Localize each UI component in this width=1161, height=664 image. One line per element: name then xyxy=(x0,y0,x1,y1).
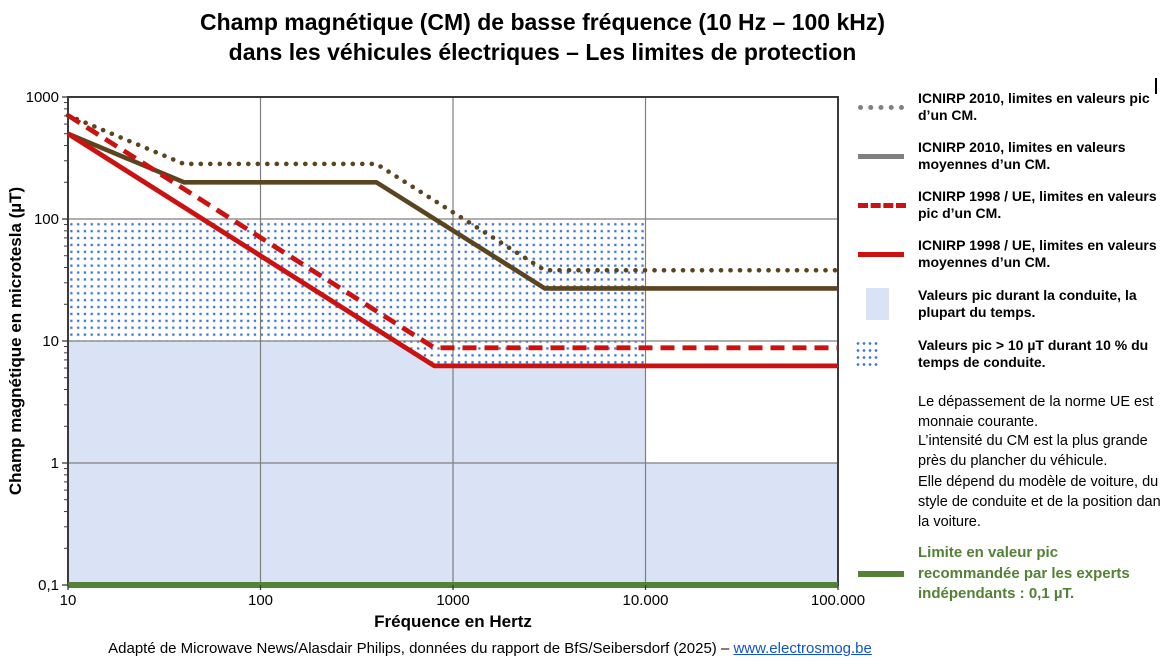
x-tick-label: 10 xyxy=(60,592,77,609)
legend-item-valeurs-pic: Valeurs pic durant la conduite, la plupa… xyxy=(852,285,1161,323)
legend-item-icnirp2010-moy: ICNIRP 2010, limites en valeurs moyennes… xyxy=(852,137,1161,175)
gray-dotted-line-icon xyxy=(858,104,904,110)
legend: ICNIRP 2010, limites en valeurs pic d’un… xyxy=(852,0,1161,664)
x-tick-label: 100 xyxy=(248,592,273,609)
axis-ticks xyxy=(62,96,839,590)
red-dashed-line-icon xyxy=(858,202,906,208)
red-solid-line-icon xyxy=(858,251,904,257)
chart-title-line1: Champ magnétique (CM) de basse fréquence… xyxy=(199,9,886,35)
source-caption: Adapté de Microwave News/Alasdair Philip… xyxy=(55,640,925,657)
series-line-0 xyxy=(65,113,841,273)
green-solid-line-icon xyxy=(858,571,904,577)
legend-label: ICNIRP 2010, limites en valeurs moyennes… xyxy=(918,138,1126,173)
legend-label: Valeurs pic durant la conduite, la plupa… xyxy=(918,286,1137,321)
note-dependance: Elle dépend du modèle de voiture, du sty… xyxy=(918,474,1161,530)
edge-artifact-line xyxy=(1155,78,1157,94)
x-axis-title: Fréquence en Hertz xyxy=(374,612,532,631)
region-valeurs-pic-sup-10uT-10pct xyxy=(68,219,646,366)
chart-title-line2: dans les véhicules électriques – Les lim… xyxy=(228,39,857,65)
series-line-2 xyxy=(66,113,838,351)
legend-item-icnirp1998-pic: ICNIRP 1998 / UE, limites en valeurs pic… xyxy=(852,186,1161,224)
light-blue-area-icon xyxy=(866,288,889,320)
note-intensite: L’intensité du CM est la plus grande prè… xyxy=(918,433,1148,469)
x-tick-label: 1000 xyxy=(436,592,469,609)
source-link[interactable]: www.electrosmog.be xyxy=(733,640,872,657)
note-depassement: Le dépassement de la norme UE est monnai… xyxy=(918,394,1154,430)
legend-item-recommendation: Limite en valeur pic recommandée par les… xyxy=(852,543,1161,605)
x-tick-label: 10.000 xyxy=(623,592,669,609)
source-text: Adapté de Microwave News/Alasdair Philip… xyxy=(108,640,734,657)
chart-title: Champ magnétique (CM) de basse fréquence… xyxy=(0,7,1085,67)
y-tick-label: 100 xyxy=(34,211,59,228)
gray-solid-line-icon xyxy=(858,153,904,159)
y-tick-label: 1000 xyxy=(26,89,59,106)
y-tick-label: 1 xyxy=(51,455,59,472)
recommendation-label: Limite en valeur pic recommandée par les… xyxy=(918,544,1130,603)
legend-label: Valeurs pic > 10 µT durant 10 % du temps… xyxy=(918,336,1149,371)
y-axis-title: Champ magnétique en microtesla (µT) xyxy=(6,186,25,496)
legend-label: ICNIRP 2010, limites en valeurs pic d’un… xyxy=(918,89,1150,124)
legend-item-icnirp1998-moy: ICNIRP 1998 / UE, limites en valeurs moy… xyxy=(852,235,1161,273)
y-tick-label: 10 xyxy=(42,333,59,350)
x-tick-label: 100.000 xyxy=(811,592,865,609)
blue-dotted-area-icon xyxy=(855,340,880,368)
legend-label: ICNIRP 1998 / UE, limites en valeurs moy… xyxy=(918,236,1157,271)
legend-item-icnirp2010-pic: ICNIRP 2010, limites en valeurs pic d’un… xyxy=(852,88,1161,126)
legend-item-valeurs-pic-10pct: Valeurs pic > 10 µT durant 10 % du temps… xyxy=(852,335,1161,373)
y-tick-label: 0,1 xyxy=(38,577,59,594)
legend-label: ICNIRP 1998 / UE, limites en valeurs pic… xyxy=(918,187,1157,222)
gridlines xyxy=(68,97,838,585)
series-line-3 xyxy=(66,131,838,369)
axis-tick-labels: 10 100 1000 10.000 100.000 1000 100 10 1 0,1 xyxy=(26,89,865,609)
